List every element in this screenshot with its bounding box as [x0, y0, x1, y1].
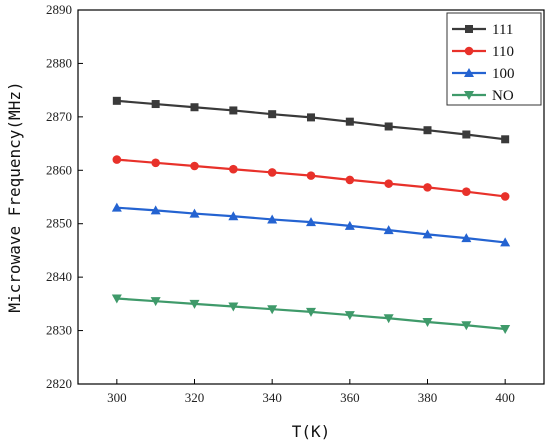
y-tick-label: 2850: [46, 216, 72, 231]
data-point: [267, 305, 278, 315]
legend-label: 111: [492, 22, 513, 38]
legend-marker: [465, 25, 473, 33]
series-100: [111, 202, 511, 247]
series-111: [112, 96, 510, 144]
data-point: [462, 130, 471, 139]
y-axis: 2820 2830 2840 2850 2860 2870 2880 2890: [46, 2, 83, 391]
y-tick-label: 2870: [46, 109, 72, 124]
data-point: [190, 161, 199, 171]
legend-marker: [464, 68, 474, 77]
data-point: [111, 294, 122, 304]
data-point: [306, 307, 316, 317]
data-point: [229, 106, 238, 115]
data-point: [461, 321, 472, 331]
x-axis: 300 320 340 360 380 400: [107, 379, 515, 405]
x-tick-label: 380: [418, 390, 438, 405]
legend-item: 100: [452, 66, 515, 82]
y-tick-label: 2840: [46, 269, 72, 284]
data-point: [111, 202, 122, 212]
data-point: [307, 113, 315, 122]
legend-label: NO: [492, 88, 514, 104]
legend-item: 110: [452, 44, 514, 60]
data-point: [383, 314, 394, 324]
plot-frame: [77, 9, 545, 385]
x-tick-label: 340: [262, 390, 282, 405]
data-point: [150, 297, 161, 307]
data-point: [228, 211, 239, 221]
legend: 111 110 100 NO: [446, 12, 542, 106]
y-axis-title: Microwave Frequency(MHz): [5, 81, 24, 312]
data-point: [345, 175, 355, 185]
data-point: [423, 126, 432, 135]
data-point: [229, 164, 238, 174]
data-point: [151, 158, 160, 168]
data-point: [462, 187, 471, 196]
data-point: [150, 205, 161, 215]
data-point: [151, 100, 160, 109]
data-point: [461, 233, 472, 243]
y-tick-label: 2890: [46, 2, 72, 17]
data-point: [268, 110, 277, 119]
data-point: [112, 96, 121, 105]
x-tick-label: 360: [340, 390, 360, 405]
data-point: [423, 183, 432, 192]
legend-item: 111: [452, 22, 513, 38]
data-point: [306, 171, 316, 180]
legend-marker: [464, 91, 474, 100]
data-point: [500, 324, 511, 334]
y-tick-label: 2860: [46, 162, 72, 177]
legend-marker: [464, 46, 474, 56]
y-tick-label: 2820: [46, 376, 72, 391]
x-tick-label: 320: [185, 390, 205, 405]
data-point: [422, 229, 433, 239]
data-point: [189, 208, 200, 218]
data-point: [267, 214, 278, 224]
series-110: [112, 155, 510, 201]
series-layer: [111, 96, 511, 334]
x-axis-title: T(K): [292, 422, 331, 441]
data-point: [383, 225, 394, 235]
data-point: [267, 168, 277, 177]
data-point: [190, 103, 199, 112]
legend-item: NO: [452, 88, 514, 104]
data-point: [228, 302, 239, 312]
data-point: [112, 155, 122, 164]
legend-label: 110: [492, 44, 514, 60]
x-tick-label: 400: [495, 390, 515, 405]
series-NO: [111, 294, 511, 334]
data-point: [500, 237, 511, 247]
y-tick-label: 2830: [46, 323, 72, 338]
data-point: [501, 135, 510, 144]
data-point: [384, 179, 393, 188]
y-tick-label: 2880: [46, 55, 72, 70]
data-point: [344, 220, 355, 230]
data-point: [384, 122, 393, 131]
data-point: [500, 192, 510, 201]
data-point: [306, 217, 316, 227]
data-point: [344, 311, 355, 321]
data-point: [422, 318, 433, 328]
legend-label: 100: [492, 66, 515, 82]
data-point: [345, 117, 354, 126]
x-tick-label: 300: [107, 390, 127, 405]
data-point: [189, 299, 200, 309]
